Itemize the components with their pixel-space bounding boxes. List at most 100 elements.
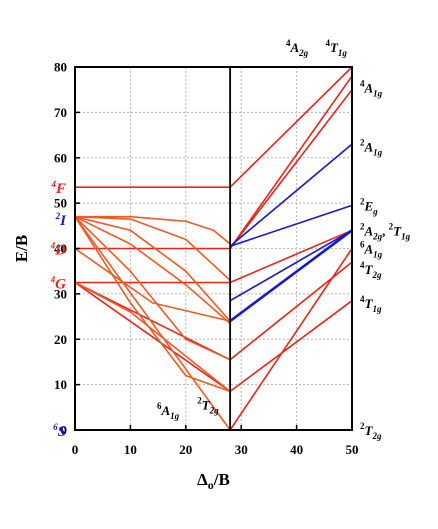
energy-curve (74, 281, 231, 393)
left-term-label: 6S (53, 422, 66, 440)
term-part: T (202, 398, 211, 413)
term-part: 2g (371, 431, 382, 441)
term-part: 2g (372, 231, 383, 241)
term-part: 6 (157, 401, 162, 411)
energy-curve (74, 216, 231, 361)
energy-curve (229, 229, 353, 323)
x-tick-label: 30 (235, 442, 248, 457)
top-term-label: 4A2g (286, 38, 309, 58)
right-term-label: 2T2g (360, 421, 382, 441)
right-term-label: 2Eg (360, 196, 378, 216)
axis-ticks: 0 10 20 30 40 50 60 70 80 0 10 20 30 40 50 (54, 60, 359, 458)
term-part: 1g (372, 304, 382, 314)
y-tick-label: 50 (54, 196, 67, 211)
term-part: I (59, 213, 67, 229)
term-part: 4 (360, 294, 365, 304)
right-term-label: 4A1g (360, 78, 383, 98)
x-tick-label: 0 (72, 442, 79, 457)
left-term-label: 4F (50, 179, 66, 197)
term-part: A (289, 40, 299, 55)
term-part: g (372, 206, 378, 216)
y-tick-label: 10 (54, 377, 67, 392)
energy-curve (75, 75, 353, 250)
energy-curve (229, 204, 353, 247)
term-part: 4 (325, 38, 330, 48)
term-part: , (382, 223, 389, 238)
y-tick-label: 20 (54, 332, 67, 347)
term-part: 2g (371, 270, 382, 280)
right-term-label: 2A1g (360, 137, 383, 157)
term-part: 6 (53, 422, 58, 432)
term-part: 1g (373, 250, 383, 260)
left-term-label: 4D (50, 241, 67, 259)
term-part: 1g (170, 411, 180, 421)
term-part: A (364, 80, 374, 95)
energy-curve (74, 247, 231, 322)
term-part: 2 (360, 221, 365, 231)
term-part: 1g (373, 147, 383, 157)
term-part: F (55, 181, 66, 197)
term-part: A (364, 139, 374, 154)
term-part: 4 (50, 179, 56, 189)
term-part: D (54, 243, 66, 259)
energy-curve (75, 215, 231, 245)
term-part: T (365, 423, 374, 438)
y-tick-label: 40 (54, 241, 67, 256)
x-axis-title-subscript: o (208, 478, 214, 492)
term-part: T (393, 223, 402, 238)
term-part: 6 (360, 240, 365, 250)
energy-curve (75, 66, 353, 188)
y-tick-label: 70 (54, 105, 67, 120)
term-part: 1g (338, 48, 348, 58)
x-tick-label: 50 (346, 442, 359, 457)
x-axis-title: Δo/B (197, 470, 230, 492)
term-part: 2 (389, 221, 394, 231)
inner-term-label: 2T2g (197, 396, 219, 416)
term-part: 2g (209, 406, 220, 416)
term-part: 2 (360, 421, 365, 431)
right-term-label: 4T2g (360, 260, 382, 280)
term-part: 1g (373, 88, 383, 98)
term-part: 2 (197, 396, 202, 406)
term-part: E (364, 198, 374, 213)
right-term-label: 2A2g, 2T1g (360, 221, 411, 241)
right-term-label: 4T1g (360, 294, 382, 314)
left-term-label: 2I (55, 211, 68, 229)
y-axis-title: E/B (12, 235, 31, 262)
term-part: 1g (401, 231, 411, 241)
x-tick-label: 20 (179, 442, 192, 457)
term-part: 4 (50, 275, 56, 285)
x-tick-label: 40 (290, 442, 303, 457)
energy-curve (229, 229, 353, 302)
term-part: T (365, 296, 374, 311)
energy-curve (74, 216, 231, 393)
energy-level-curves (74, 66, 353, 431)
left-term-label: 4G (50, 275, 67, 293)
term-part: A (160, 403, 170, 418)
y-tick-label: 0 (61, 423, 68, 438)
term-part: 2 (360, 137, 365, 147)
inner-term-label: 6A1g (157, 401, 180, 421)
term-part: T (365, 262, 374, 277)
energy-curve (74, 216, 231, 431)
term-part: 4 (50, 241, 56, 251)
top-term-label: 4T1g (325, 38, 347, 58)
right-term-label: 6A1g (360, 240, 383, 260)
energy-curve (74, 281, 353, 393)
y-tick-label: 80 (54, 60, 67, 75)
y-tick-label: 60 (54, 150, 67, 165)
term-part: 2 (360, 196, 365, 206)
term-part: G (55, 277, 66, 293)
term-part: T (330, 40, 339, 55)
term-part: 4 (360, 260, 365, 270)
y-tick-label: 30 (54, 286, 67, 301)
energy-curve (74, 215, 231, 281)
x-axis-title-rest: /B (213, 470, 230, 489)
energy-curve (229, 143, 353, 247)
energy-curve (74, 215, 231, 322)
term-part: S (58, 424, 66, 440)
term-part: 4 (360, 78, 365, 88)
energy-curve (229, 248, 353, 431)
term-part: A (364, 242, 374, 257)
